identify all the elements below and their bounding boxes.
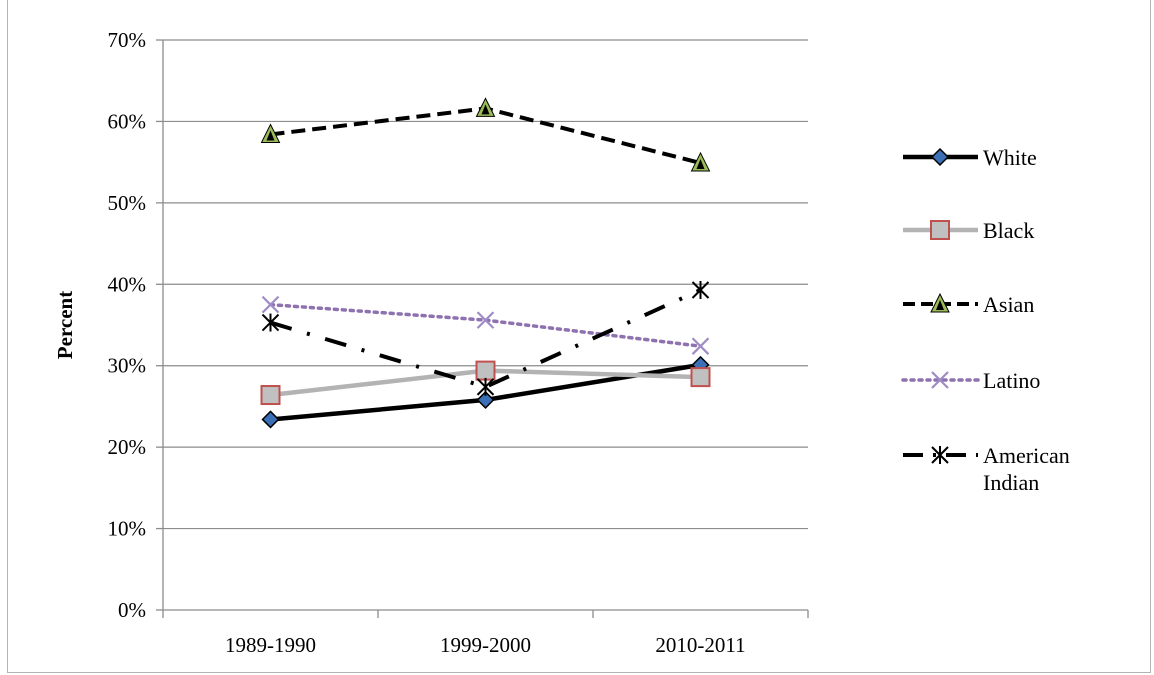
- data-point-marker: [261, 295, 280, 314]
- axes: [156, 39, 809, 618]
- gridlines: [163, 39, 808, 530]
- legend-label: American Indian: [983, 443, 1070, 495]
- data-point-marker: [930, 147, 950, 167]
- data-point-marker: [475, 97, 496, 117]
- data-point-marker: [476, 377, 495, 396]
- legend-entry: Asian: [903, 292, 1034, 317]
- x-tick-label: 2010-2011: [655, 633, 745, 657]
- x-tick-label: 1999-2000: [440, 633, 531, 657]
- y-tick-label: 50%: [108, 191, 147, 215]
- legend-entry: American Indian: [903, 443, 1070, 495]
- series-asian: [260, 97, 711, 172]
- x-tick-labels: 1989-1990 1999-2000 2010-2011: [225, 633, 746, 657]
- data-point-marker: [476, 311, 495, 329]
- legend-label: White: [983, 145, 1037, 170]
- data-point-marker: [261, 410, 280, 429]
- data-point-marker: [260, 385, 281, 406]
- y-tick-label: 0%: [118, 598, 146, 622]
- data-point-marker: [931, 371, 949, 389]
- y-tick-label: 60%: [108, 109, 147, 133]
- legend-label: Black: [983, 218, 1034, 243]
- legend: White Black Asian Latino American Indian: [901, 145, 1070, 495]
- y-tick-label: 70%: [108, 28, 147, 52]
- series-latino: [261, 295, 710, 355]
- series-american-indian: [261, 280, 710, 396]
- legend-entry: Black: [903, 218, 1034, 243]
- legend-label: Latino: [983, 368, 1040, 393]
- legend-entry: Latino: [901, 368, 1040, 393]
- data-point-marker: [930, 292, 950, 313]
- legend-entry: White: [903, 145, 1037, 170]
- data-point-marker: [691, 280, 710, 299]
- data-point-marker: [475, 360, 496, 381]
- data-point-marker: [260, 123, 281, 143]
- x-tick-label: 1989-1990: [225, 633, 316, 657]
- y-tick-label: 20%: [108, 435, 147, 459]
- data-point-marker: [690, 367, 711, 388]
- data-point-marker: [930, 220, 950, 240]
- y-axis-title: Percent: [53, 291, 77, 359]
- y-tick-labels: 0% 10% 20% 30% 40% 50% 60% 70%: [108, 28, 147, 622]
- series-line: [269, 288, 702, 389]
- y-tick-label: 40%: [108, 272, 147, 296]
- chart-frame: [7, 0, 1151, 673]
- data-point-marker: [261, 313, 280, 332]
- data-point-marker: [691, 337, 710, 355]
- data-point-marker: [931, 446, 949, 464]
- legend-label: Asian: [983, 292, 1034, 317]
- series-group: [260, 97, 711, 429]
- data-point-marker: [476, 390, 495, 409]
- y-tick-label: 30%: [108, 354, 147, 378]
- data-point-marker: [690, 151, 711, 172]
- y-tick-label: 10%: [108, 517, 147, 541]
